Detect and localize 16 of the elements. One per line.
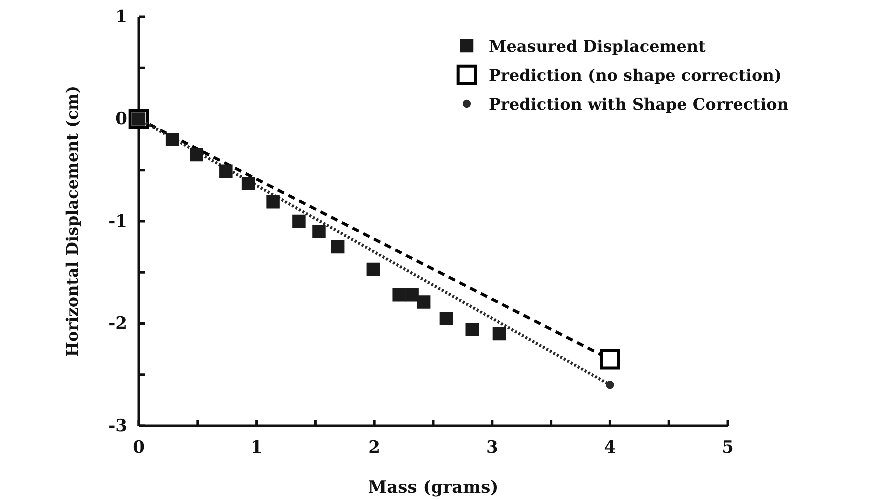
x-tick-label: 2 (368, 438, 381, 458)
legend-label: Prediction (no shape correction) (489, 66, 782, 85)
x-axis-title: Mass (grams) (368, 478, 499, 498)
x-tick-label: 0 (133, 438, 146, 458)
y-tick-label: -3 (108, 416, 128, 436)
x-tick-label: 4 (604, 438, 616, 458)
y-tick-label: -1 (108, 212, 128, 232)
y-tick-label: 1 (116, 7, 128, 28)
x-tick-label: 5 (722, 438, 734, 458)
x-tick-label: 1 (250, 438, 263, 458)
y-tick-label: 0 (116, 110, 128, 130)
legend-label: Measured Displacement (489, 37, 707, 56)
x-tick-label: 3 (486, 438, 498, 458)
legend-label: Prediction with Shape Correction (489, 95, 790, 114)
y-tick-label: -2 (108, 314, 128, 334)
y-axis-title: Horizontal Displacement (cm) (63, 86, 82, 358)
